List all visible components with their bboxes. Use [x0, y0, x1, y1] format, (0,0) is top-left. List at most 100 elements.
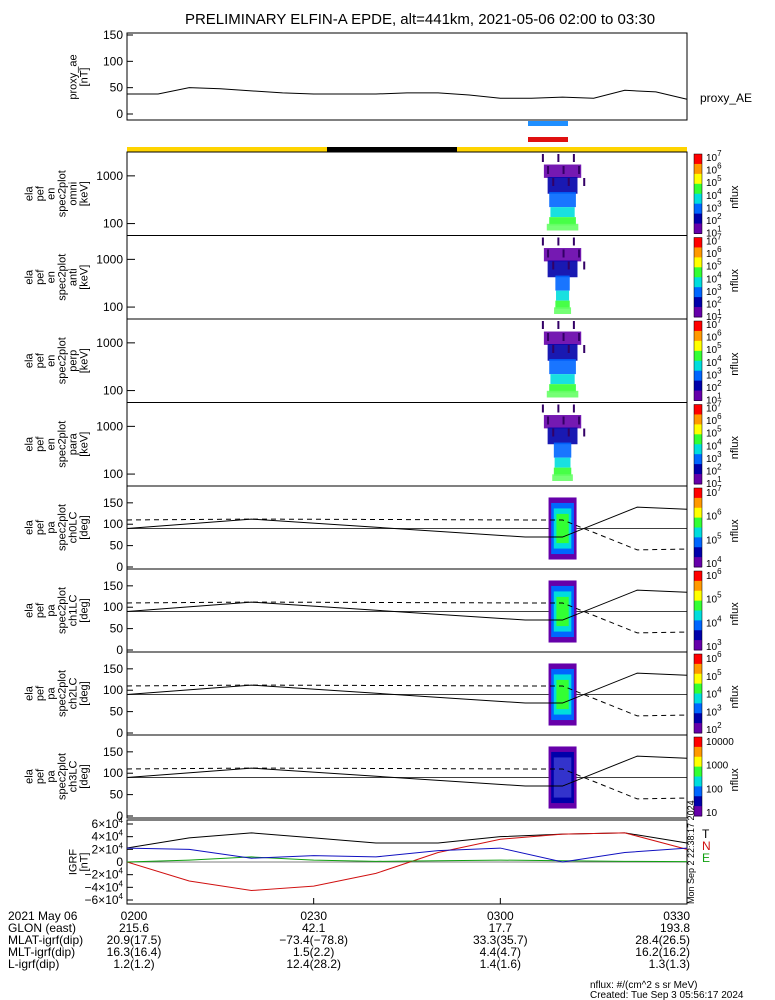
proxy-ae-ytick-label: 50: [110, 81, 124, 95]
spectrogram-ylabel-line: en: [46, 271, 58, 283]
orbit-strip: [127, 147, 687, 152]
colorbar-segment: [694, 213, 702, 225]
colorbar-frame: [693, 487, 703, 568]
spectrogram-ylabel-line: omni: [68, 182, 80, 206]
igrf-series-line: [126, 856, 688, 863]
spectrogram-sparse-cell: [557, 321, 560, 329]
colorbar-frame: [693, 237, 703, 318]
colorbar-segment: [694, 517, 702, 528]
colorbar-tick-label: 106: [706, 508, 722, 523]
anti-loss-cone-line: [126, 601, 688, 634]
colorbar-segment: [694, 488, 702, 499]
colorbar-segment: [694, 527, 702, 538]
colorbar-tick-label: 105: [706, 425, 722, 440]
colorbar-label: nflux: [729, 352, 741, 376]
pitch-angle-ytick-label: 100: [103, 683, 123, 697]
spectrogram-sparse-cell: [572, 321, 575, 329]
colorbar-segment: [694, 683, 702, 694]
spectrogram-ylabel-line: [keV]: [79, 265, 91, 290]
spectrogram-sparse-cell: [583, 261, 586, 270]
igrf-lines: [126, 832, 688, 892]
colorbar-segment: [694, 610, 702, 621]
colorbar-tick-label: 105: [706, 668, 722, 683]
loss-cone-line: [126, 755, 688, 787]
spectrogram-sparse-cell: [578, 249, 581, 258]
pitch-angle-frame: [126, 485, 688, 570]
spectrogram-ylabel-line: pef: [35, 185, 47, 201]
pitch-angle-frame: [126, 651, 688, 736]
colorbar-tick-label: 103: [706, 283, 722, 298]
footer-row-value: −73.4(−78.8): [279, 933, 348, 947]
igrf-legend-t: T: [702, 827, 710, 841]
pitch-angle-ytick-label: 100: [103, 517, 123, 531]
colorbar-segment: [694, 693, 702, 704]
spectrogram-sparse-cell: [552, 261, 555, 270]
footer-row-value: 16.3(16.4): [107, 945, 162, 959]
colorbar-segment: [694, 497, 702, 509]
colorbar-segment: [694, 287, 702, 298]
colorbar-tick-label: 104: [706, 437, 722, 452]
footer-row-value: 1.3(1.3): [649, 957, 690, 971]
colorbar-segment: [694, 786, 702, 797]
spectrogram-burst-cell: [552, 474, 573, 481]
spectrogram-frame: [126, 318, 688, 403]
pitch-angle-ytick-label: 150: [103, 496, 123, 510]
spectrogram-sparse-cell: [567, 261, 570, 270]
colorbar-segment: [694, 663, 702, 675]
spectrogram-ylabel-line: ela: [24, 269, 36, 285]
proxy-ae-legend: proxy_AE: [700, 91, 752, 105]
spectrogram-burst-cell: [555, 300, 570, 309]
loss-cone-line: [126, 672, 688, 704]
colorbar-segment: [694, 630, 702, 641]
colorbar-segment: [694, 340, 702, 352]
proxy-ae-ytick-label: 0: [116, 107, 123, 121]
colorbar-tick-label: 102: [706, 295, 722, 310]
colorbar-tick-label: 103: [706, 638, 722, 653]
footer-row-value: 0330: [663, 909, 690, 923]
spectrogram-sparse-cell: [557, 237, 560, 246]
spectrogram-sparse-cell: [578, 333, 581, 341]
colorbar-tick-label: 105: [706, 341, 722, 356]
spectrogram-sparse-cell: [562, 333, 565, 341]
colorbar-segment: [694, 193, 702, 205]
colorbar-frame: [693, 404, 703, 485]
pitch-angle-ylabel-line: ela: [24, 768, 36, 784]
pitch-angle-ytick-label: 0: [116, 726, 123, 740]
colorbar-segment: [694, 390, 702, 401]
colorbar-segment: [694, 173, 702, 185]
colorbar-tick-label: 104: [706, 614, 722, 629]
spectrogram-ylabel-line: ela: [24, 186, 36, 202]
footer-row-value: 42.1: [302, 921, 326, 935]
colorbar-segment: [694, 247, 702, 258]
spectrogram-sparse-cell: [567, 428, 570, 437]
igrf-series-line: [126, 847, 688, 863]
spectrogram-ytick-label: 1000: [96, 252, 123, 266]
colorbar-tick-label: 106: [706, 329, 722, 344]
proxy-ae-ylabel-line: [nT]: [79, 68, 91, 87]
colorbar-tick-label: 101: [706, 308, 722, 323]
colorbar-tick-label: 103: [706, 703, 722, 718]
spectrogram-ylabel-line: [keV]: [79, 181, 91, 206]
spectrogram-burst-cell: [547, 177, 578, 194]
colorbar-segment: [694, 590, 702, 602]
spectrogram-frame: [126, 151, 688, 236]
colorbar-tick-label: 107: [706, 400, 722, 415]
pitch-angle-ytick-label: 50: [110, 539, 124, 553]
footer-row-label: L-igrf(dip): [8, 957, 59, 971]
spectrogram-ylabel-line: en: [46, 438, 58, 450]
pitch-angle-ylabel-line: pef: [35, 768, 47, 784]
spectrogram-sparse-cell: [583, 428, 586, 437]
colorbar-tick-label: 101: [706, 392, 722, 407]
footer-row-value: 20.9(17.5): [107, 933, 162, 947]
colorbar-segment: [694, 360, 702, 372]
spectrogram-sparse-cell: [541, 321, 544, 329]
colorbar-tick-label: 107: [706, 233, 722, 248]
pitch-angle-ytick-label: 0: [116, 809, 123, 823]
pitch-angle-ylabel-line: ch3LC: [68, 761, 80, 793]
colorbar-segment: [694, 267, 702, 278]
proxy-ae-ytick-label: 100: [103, 54, 123, 68]
colorbar-segment: [694, 321, 702, 332]
colorbar-segment: [694, 713, 702, 724]
igrf-ytick-label: 0: [116, 855, 123, 869]
